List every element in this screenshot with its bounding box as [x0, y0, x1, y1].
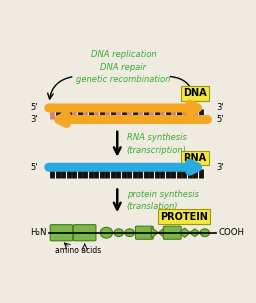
Polygon shape: [179, 228, 190, 237]
FancyBboxPatch shape: [163, 226, 181, 239]
Text: RNA: RNA: [183, 153, 206, 163]
Text: PROTEIN: PROTEIN: [160, 211, 208, 221]
Text: 5': 5': [31, 103, 38, 112]
Ellipse shape: [200, 229, 209, 237]
Text: RNA synthesis
(transcription): RNA synthesis (transcription): [126, 133, 186, 155]
Text: 3': 3': [30, 115, 38, 124]
Text: COOH: COOH: [219, 228, 245, 237]
Ellipse shape: [125, 229, 134, 237]
FancyBboxPatch shape: [50, 225, 73, 241]
Text: 5': 5': [217, 115, 224, 124]
Ellipse shape: [100, 227, 113, 238]
Polygon shape: [151, 227, 158, 238]
Text: 3': 3': [217, 163, 224, 172]
Text: 3': 3': [217, 103, 224, 112]
Text: protein synthesis
(translation): protein synthesis (translation): [126, 190, 199, 211]
Text: DNA: DNA: [183, 88, 207, 98]
Ellipse shape: [114, 229, 123, 237]
Text: amino acids: amino acids: [55, 246, 102, 255]
Polygon shape: [189, 229, 200, 237]
Text: 5': 5': [31, 163, 38, 172]
Polygon shape: [158, 227, 165, 238]
Text: H₂N: H₂N: [30, 228, 47, 237]
FancyBboxPatch shape: [135, 226, 153, 239]
Text: DNA replication
DNA repair
genetic recombination: DNA replication DNA repair genetic recom…: [76, 50, 171, 84]
FancyBboxPatch shape: [73, 225, 96, 241]
